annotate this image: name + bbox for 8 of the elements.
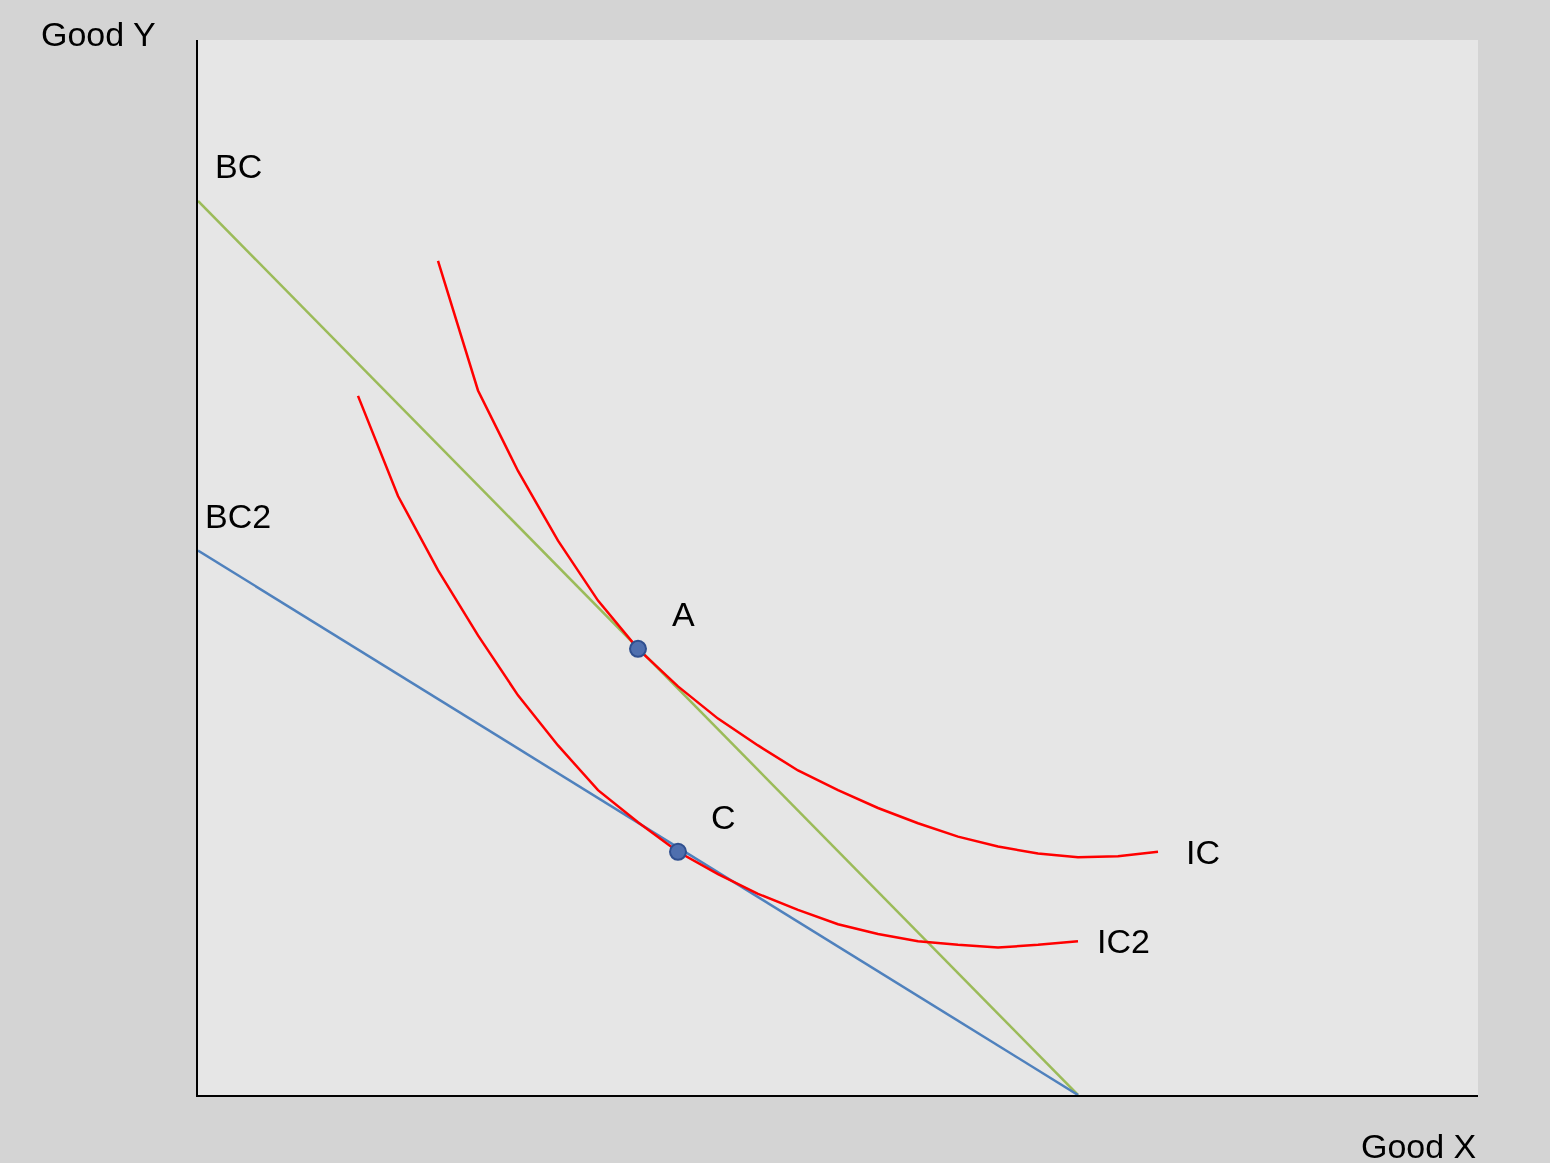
series-label: IC2 (1097, 922, 1150, 960)
y-axis-title: Good Y (41, 15, 156, 53)
series-label: BC2 (205, 497, 272, 535)
series-label: C (711, 798, 736, 836)
x-axis-title: Good X (1361, 1127, 1477, 1163)
series-label: BC (215, 147, 263, 185)
series-label: IC (1186, 833, 1220, 871)
series-label: A (672, 595, 695, 633)
